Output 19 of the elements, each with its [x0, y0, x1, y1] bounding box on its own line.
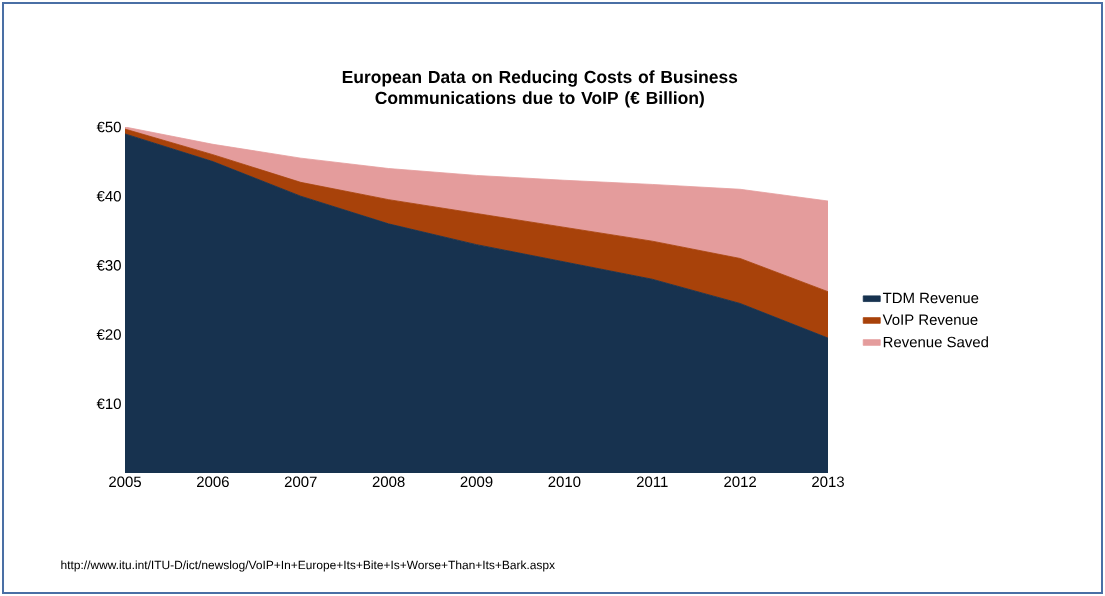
x-tick-label: 2013: [812, 476, 844, 488]
legend-label: VoIP Revenue: [882, 314, 978, 326]
x-tick-label: 2009: [460, 476, 493, 488]
y-tick-label: €20: [96, 329, 121, 340]
x-tick-label: 2011: [636, 476, 668, 488]
y-tick-label: €10: [96, 398, 121, 410]
y-tick-label: €50: [96, 121, 121, 133]
y-tick-label: €30: [96, 260, 121, 271]
x-tick-label: 2008: [372, 476, 405, 488]
x-tick-label: 2006: [197, 476, 229, 488]
x-tick-label: 2005: [109, 476, 141, 488]
x-tick-label: 2010: [548, 476, 581, 488]
legend-label: Revenue Saved: [883, 336, 988, 348]
x-tick-label: 2007: [284, 476, 317, 488]
chart-title: European Data on Reducing Costs of Business Communications due to VoIP (€ Billion): [342, 70, 738, 108]
y-tick-label: €40: [96, 190, 121, 202]
text: http://www.itu.int/ITU-D/ict/newslog/VoIP+In+Europe+Its+Bite+Is+Worse+Than+Its+Bark.aspx: [61, 560, 555, 572]
legend-label: TDM Revenue: [882, 292, 979, 304]
x-tick-label: 2012: [724, 476, 756, 488]
